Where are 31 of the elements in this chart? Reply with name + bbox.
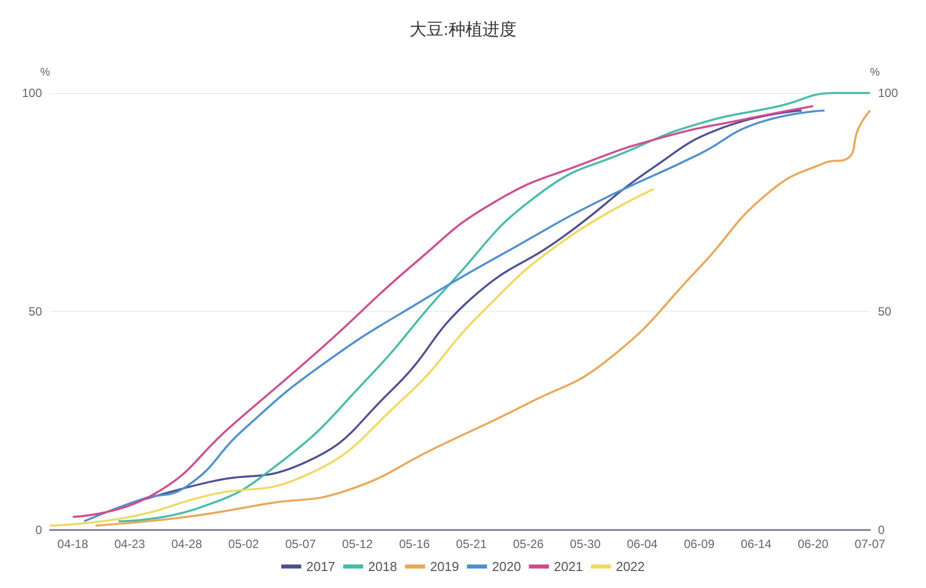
legend-label: 2019 [430,559,459,574]
x-tick-label: 06-09 [684,537,715,551]
x-tick-label: 04-18 [57,537,88,551]
y2-tick-label: 0 [878,523,885,537]
y2-axis-title: % [870,66,880,78]
x-tick-label: 05-02 [228,537,260,551]
y-axis-title: % [40,66,50,78]
x-tick-label: 05-12 [342,537,374,551]
x-tick-label: 05-30 [570,537,601,551]
legend-label: 2017 [306,559,336,574]
y2-tick-label: 50 [878,304,892,318]
x-tick-label: 04-23 [114,537,146,551]
chart-title: 大豆:种植进度 [410,20,516,39]
legend-label: 2021 [554,559,583,574]
x-tick-label: 04-28 [171,537,202,551]
legend-label: 2018 [368,559,398,574]
x-tick-label: 05-07 [285,537,316,551]
y-tick-label: 50 [28,304,42,318]
x-tick-label: 06-14 [740,537,772,551]
line-series [49,188,655,527]
legend-label: 2020 [492,559,521,574]
x-tick-label: 06-20 [798,537,829,551]
x-tick-label: 05-26 [512,537,544,551]
x-tick-label: 06-04 [626,537,658,551]
x-tick-label: 05-21 [456,537,488,551]
y-tick-label: 100 [22,86,42,100]
y-tick-label: 0 [35,523,42,537]
y2-tick-label: 100 [878,86,898,100]
x-tick-label: 07-07 [854,537,886,551]
legend-label: 2022 [616,559,645,574]
x-tick-label: 05-16 [399,537,430,551]
